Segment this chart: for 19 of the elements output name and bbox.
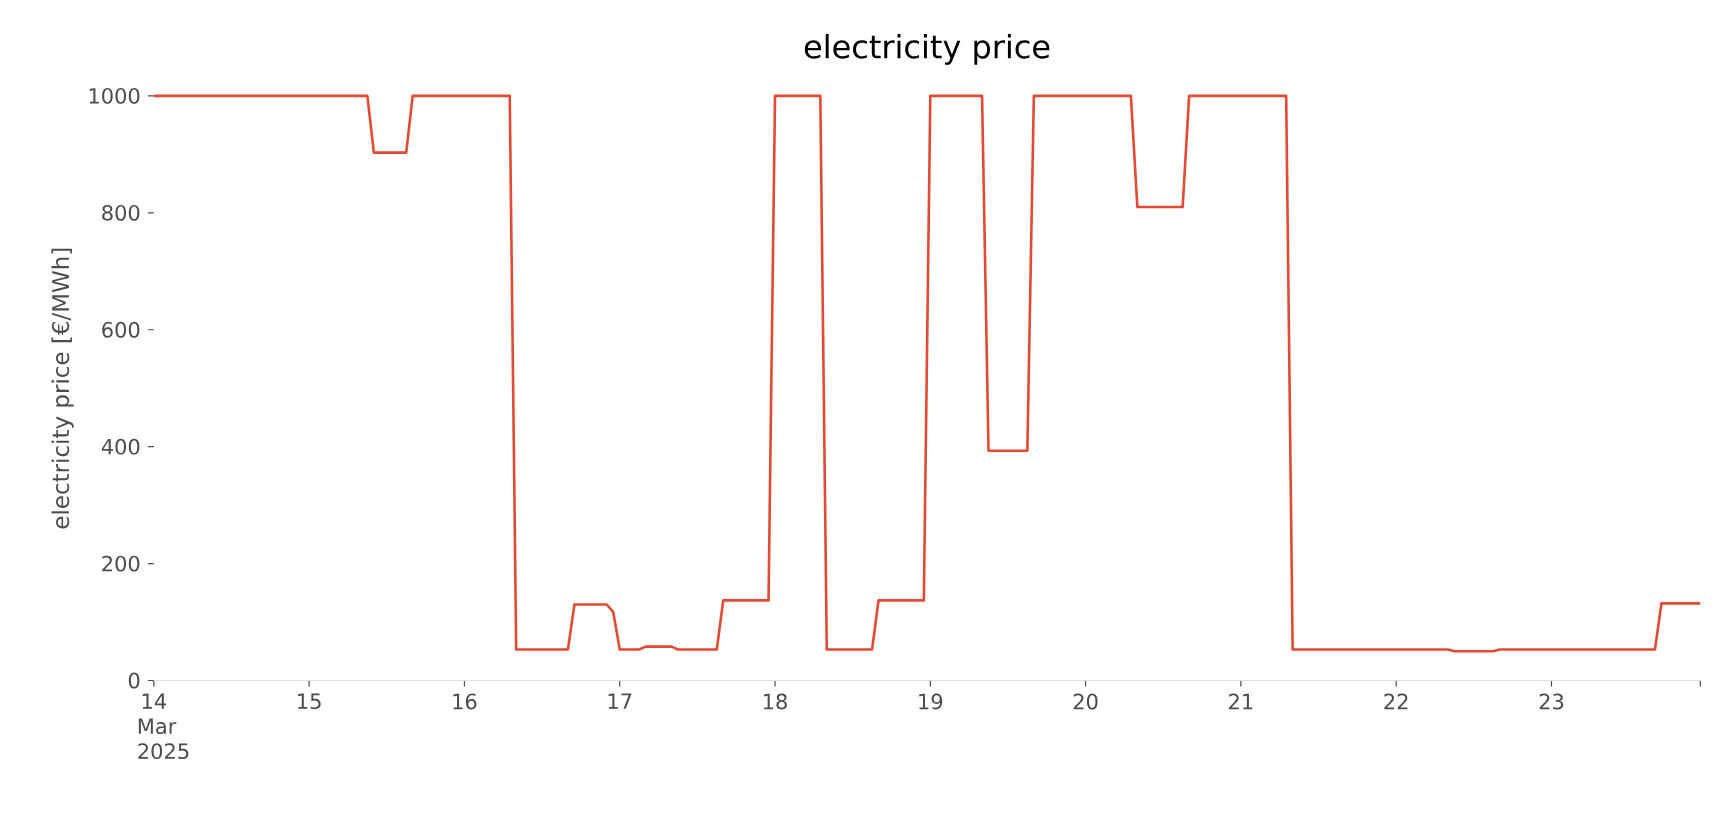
x-tick-label: 14 Mar 2025 xyxy=(138,693,189,760)
y-axis-title: electricity price [€/MWh] xyxy=(51,248,74,529)
y-tick-label: 400 xyxy=(101,438,140,455)
x-tick-label: 23 xyxy=(1539,693,1564,710)
x-tick-label: 22 xyxy=(1384,693,1408,710)
x-tick-label: 16 xyxy=(453,693,477,710)
x-tick-label: 21 xyxy=(1229,693,1253,710)
y-tick-label: 200 xyxy=(102,555,140,572)
x-tick-label: 18 xyxy=(763,693,787,710)
y-tick-label: 800 xyxy=(102,204,140,221)
y-tick-label: 1000 xyxy=(89,87,140,104)
x-tick-label: 15 xyxy=(298,693,321,710)
y-tick-label: 600 xyxy=(102,321,140,338)
x-tick-label: 17 xyxy=(608,693,632,709)
x-tick-label: 20 xyxy=(1073,693,1098,710)
line-series xyxy=(152,94,1702,653)
chart-title: electricity price xyxy=(804,33,1050,65)
y-tick-label: 0 xyxy=(128,672,140,689)
x-tick-label: 19 xyxy=(919,693,943,710)
